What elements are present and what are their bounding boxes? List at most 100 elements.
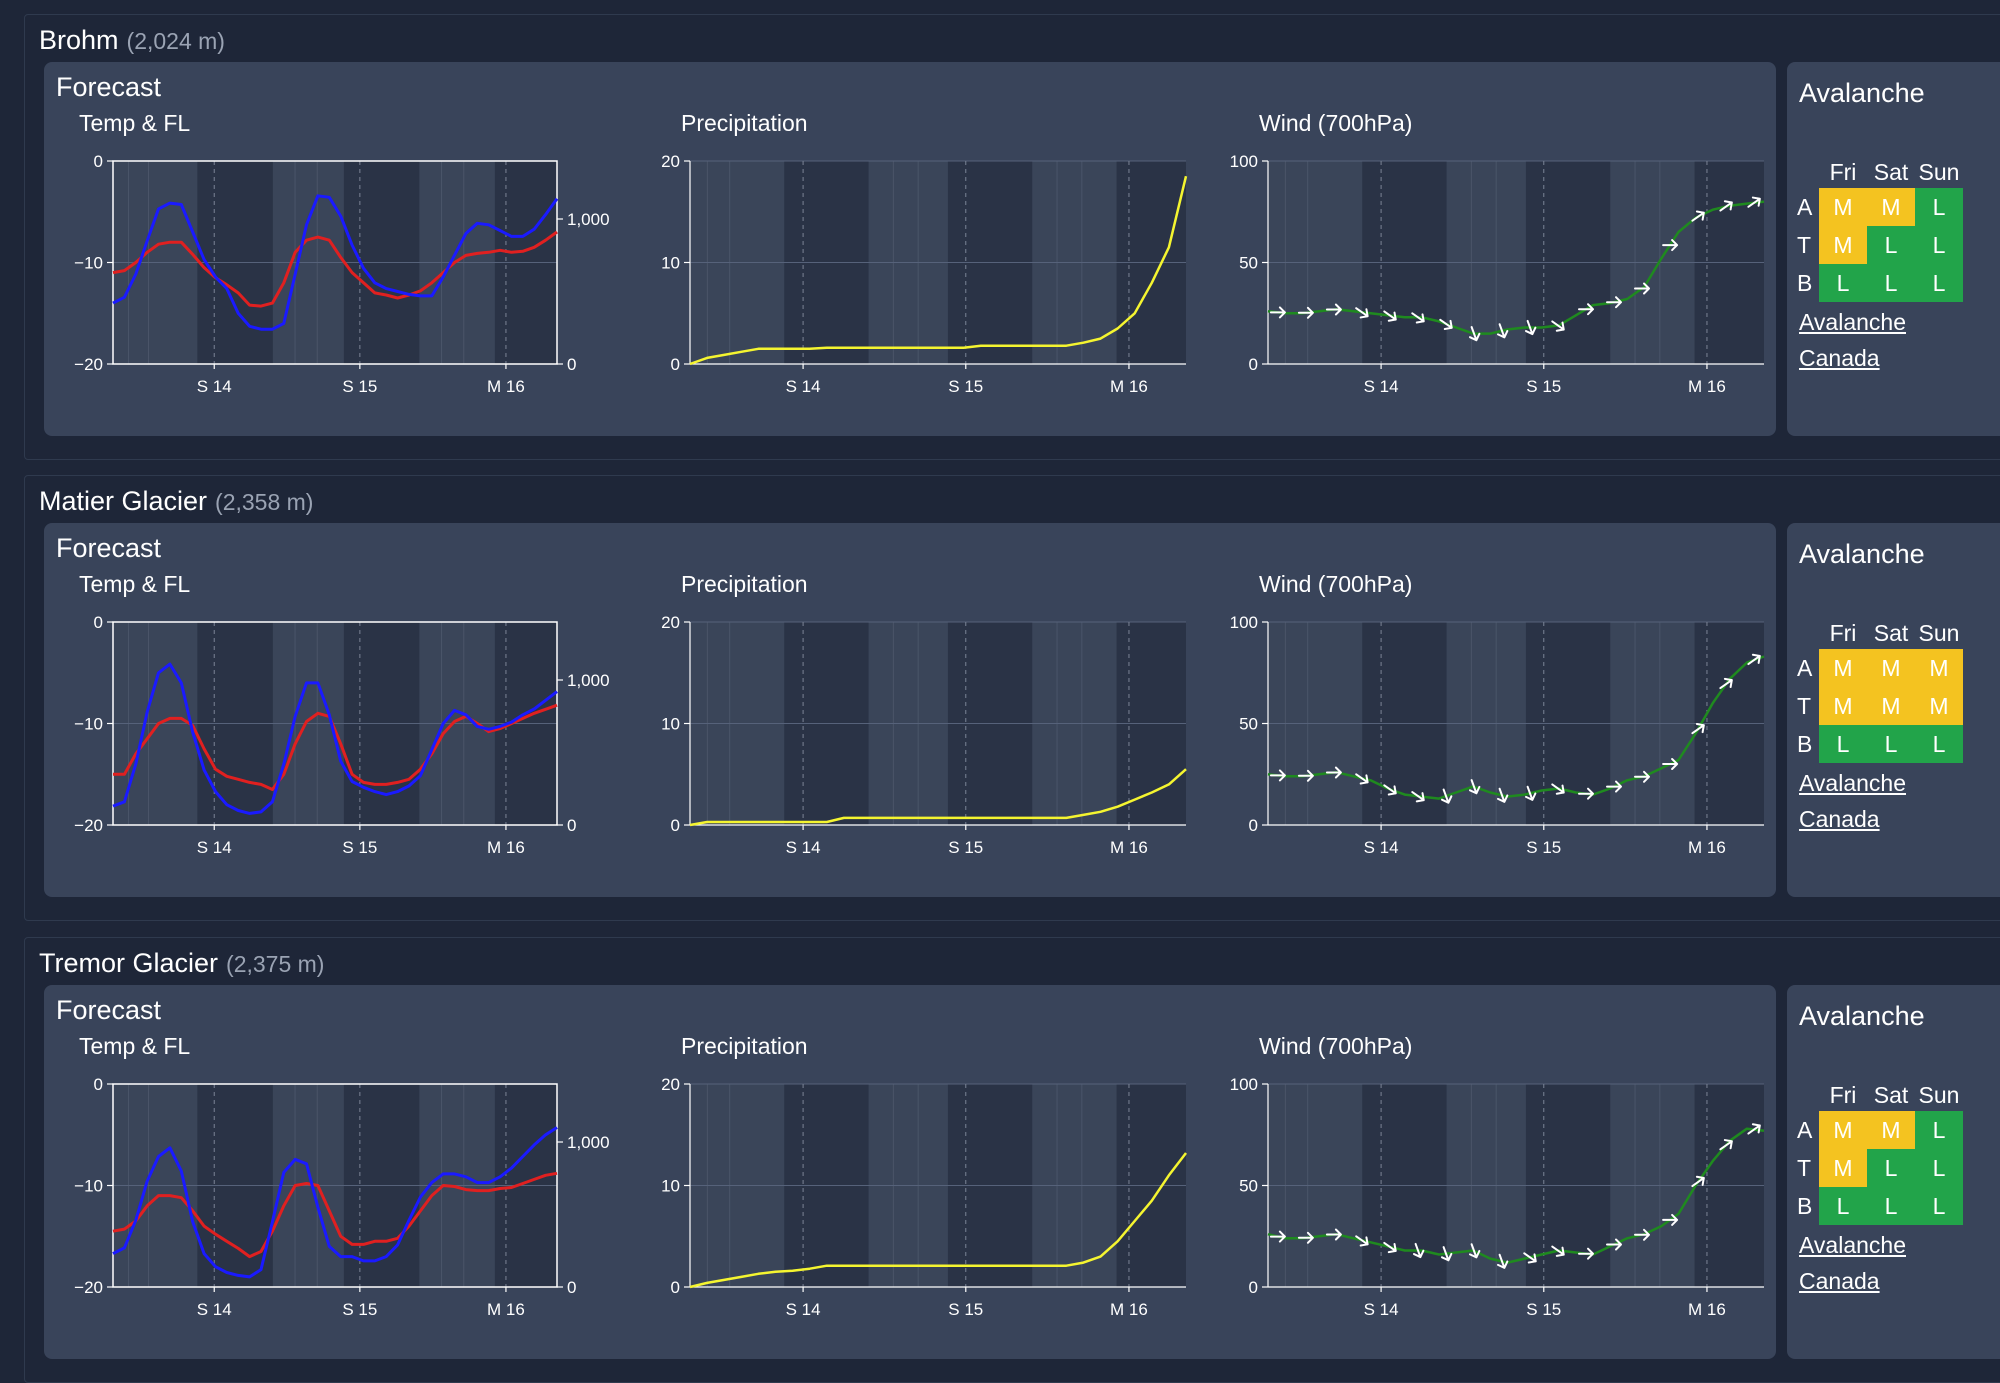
avalanche-danger-cell: M [1915,649,1963,687]
wind-direction-arrow [1468,326,1481,342]
avalanche-elevation-band: B [1797,269,1813,296]
temp-fl-chart: S 14 S 15 M 16 0 −10 −20 1,000 0 [74,152,610,396]
x-tick-label: S 14 [786,1300,821,1319]
x-tick-label: S 15 [1526,377,1561,396]
chart-title: Temp & FL [79,110,191,136]
site-elevation: (2,358 m) [215,489,314,515]
avalanche-day-header: Sun [1918,619,1960,646]
wind-direction-arrow [1719,1139,1733,1151]
y-tick-label: 0 [671,1278,680,1297]
forecast-title: Forecast [56,533,162,563]
site-title: Matier Glacier (2,358 m) [39,486,313,517]
wind-direction-arrow [1269,769,1286,782]
x-tick-label: M 16 [1110,1300,1148,1319]
wind-direction-arrow [1269,306,1286,319]
avalanche-canada-link[interactable]: Avalanche Canada [1799,1232,1906,1294]
site-name: Brohm [39,25,119,55]
wind-direction-arrow [1747,653,1761,666]
wind-direction-arrow [1439,318,1453,331]
x-tick-label: S 15 [1526,838,1561,857]
forecast-title: Forecast [56,72,162,102]
avalanche-canada-link[interactable]: Avalanche Canada [1799,309,1906,371]
forecast-panel: Forecast Temp & FL S 14 S 15 M 16 0 −10 −20 1,00… [44,985,1776,1359]
avalanche-elevation-band: T [1797,1154,1812,1181]
freezing-level-line [112,194,559,331]
precipitation-chart: S 14 S 15 M 16 20 10 0 [661,1075,1187,1319]
avalanche-danger-cell: L [1915,1149,1963,1187]
x-tick-label: S 15 [948,377,983,396]
y-tick-label: −20 [74,355,103,374]
avalanche-danger-cell: L [1915,264,1963,302]
wind-direction-arrow [1355,773,1369,785]
avalanche-danger-cell: L [1867,1187,1915,1225]
wind-direction-arrow [1524,319,1537,336]
avalanche-elevation-band: A [1797,654,1813,681]
site-name: Matier Glacier [39,486,208,516]
x-tick-label: S 15 [342,377,377,396]
forecast-panel: Forecast Temp & FL S 14 S 15 M 16 0 −10 −20 1,00… [44,523,1776,897]
chart-title: Temp & FL [79,1033,191,1059]
avalanche-panel: Avalanche Fri Sat Sun A M M M T M M M B L L L Avalanche … [1787,523,2000,897]
y-right-tick-label: 1,000 [567,210,610,229]
avalanche-canada-link[interactable]: Avalanche Canada [1799,770,1906,832]
wind-direction-arrow [1634,282,1650,295]
avalanche-danger-cell: M [1819,1149,1867,1187]
avalanche-danger-table: Fri Sat Sun A M M M T M M M B L L L [1793,617,1963,763]
wind-direction-arrow [1325,303,1342,316]
y-tick-label: −20 [74,1278,103,1297]
avalanche-header-row: Fri Sat Sun [1793,617,1963,649]
freezing-level-line [112,1126,558,1279]
x-tick-label: M 16 [1688,1300,1726,1319]
avalanche-elevation-band: A [1797,1116,1813,1143]
wind-direction-arrow [1551,783,1565,795]
avalanche-danger-cell: L [1819,1187,1867,1225]
chart-title: Temp & FL [79,571,191,597]
avalanche-danger-cell: L [1915,725,1963,763]
temp-fl-chart: S 14 S 15 M 16 0 −10 −20 1,000 0 [74,1075,610,1319]
wind-direction-arrow [1355,307,1369,319]
avalanche-title: Avalanche [1799,78,1925,108]
wind-direction-arrow [1383,784,1397,796]
wind-direction-arrow [1325,1228,1342,1241]
x-tick-label: S 15 [342,838,377,857]
precipitation-line [689,175,1188,366]
wind-speed-line [1267,1127,1765,1264]
wind-direction-arrow [1383,1241,1397,1254]
wind-direction-arrow [1691,722,1705,735]
avalanche-danger-cell: L [1819,264,1867,302]
avalanche-danger-cell: L [1819,725,1867,763]
wind-direction-arrow [1297,306,1314,319]
avalanche-danger-cell: M [1867,188,1915,226]
avalanche-danger-cell: L [1915,188,1963,226]
chart-title: Wind (700hPa) [1259,1033,1413,1059]
wind-direction-arrow [1297,1231,1314,1244]
site-elevation: (2,024 m) [126,28,225,54]
avalanche-corner [1793,156,1819,188]
avalanche-elevation-band: B [1797,1192,1813,1219]
y-right-tick-label: 1,000 [567,1133,610,1152]
avalanche-danger-cell: L [1867,1149,1915,1187]
avalanche-day-header: Fri [1829,1081,1857,1108]
wind-direction-arrow [1468,1243,1481,1259]
avalanche-danger-cell: M [1867,649,1915,687]
avalanche-danger-cell: L [1915,1111,1963,1149]
y-tick-label: 0 [94,152,103,171]
freezing-level-line [112,662,558,815]
y-tick-label: 0 [1249,1278,1258,1297]
avalanche-panel: Avalanche Fri Sat Sun A M M L T M L L B L L L Avalanche … [1787,62,2000,436]
y-tick-label: 20 [661,152,680,171]
avalanche-elevation-band: T [1797,231,1812,258]
wind-direction-arrow [1606,780,1622,793]
avalanche-danger-cell: L [1915,226,1963,264]
wind-direction-arrow [1325,766,1342,779]
wind-direction-arrow [1496,1253,1509,1269]
site-title: Tremor Glacier (2,375 m) [39,948,324,979]
avalanche-day-header: Sat [1873,1081,1909,1108]
wind-direction-arrow [1297,769,1314,782]
